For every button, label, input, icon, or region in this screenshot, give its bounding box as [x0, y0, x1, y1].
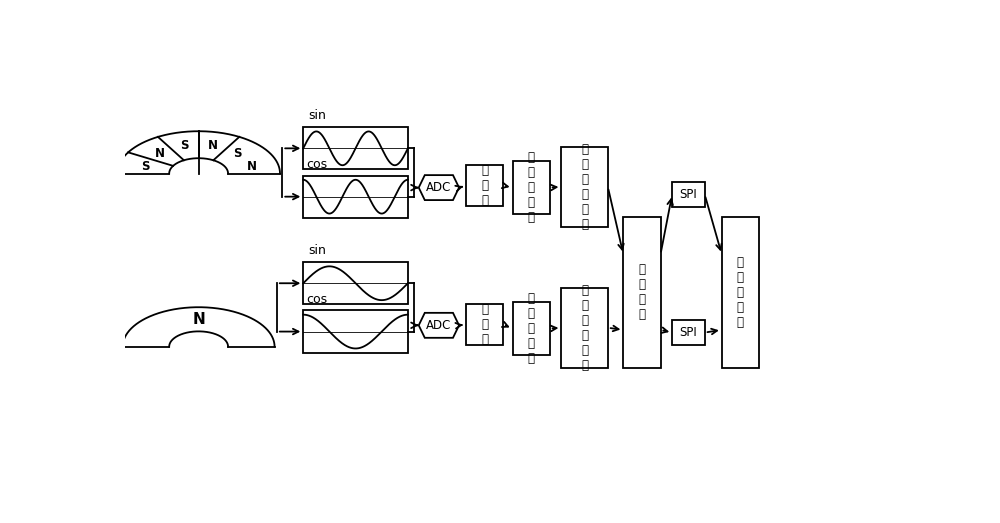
- Bar: [303, 262, 408, 304]
- Text: S: S: [180, 139, 189, 152]
- Text: sin: sin: [308, 244, 326, 257]
- Text: 滤
波
器: 滤 波 器: [481, 303, 488, 346]
- Text: SPI: SPI: [680, 188, 697, 201]
- Bar: [466, 165, 503, 206]
- Text: ADC: ADC: [426, 319, 452, 332]
- Text: cos: cos: [307, 158, 328, 170]
- Bar: [722, 217, 759, 368]
- Bar: [672, 183, 705, 207]
- Bar: [512, 302, 550, 355]
- Bar: [303, 311, 408, 353]
- Bar: [512, 162, 550, 214]
- Text: 滤
波
器: 滤 波 器: [481, 164, 488, 207]
- Bar: [672, 321, 705, 345]
- Text: N: N: [154, 146, 164, 160]
- Text: 反
正
切
计
算: 反 正 切 计 算: [528, 151, 535, 224]
- Bar: [561, 147, 608, 226]
- Text: S: S: [141, 160, 149, 173]
- Text: 虚
拟
角
度
补
偿: 虚 拟 角 度 补 偿: [581, 143, 588, 231]
- Bar: [623, 217, 661, 368]
- Polygon shape: [419, 313, 459, 338]
- Text: 反
正
切
计
算: 反 正 切 计 算: [528, 292, 535, 365]
- Text: N: N: [208, 139, 218, 152]
- Bar: [303, 176, 408, 218]
- Bar: [561, 288, 608, 368]
- Polygon shape: [419, 175, 459, 200]
- Text: ADC: ADC: [426, 181, 452, 194]
- Text: cos: cos: [307, 292, 328, 305]
- Text: N: N: [247, 160, 257, 173]
- Text: 虚
拟
角
度
补
偿: 虚 拟 角 度 补 偿: [581, 284, 588, 372]
- Text: N: N: [192, 312, 205, 327]
- Text: 角
度
细
分: 角 度 细 分: [638, 263, 645, 321]
- Text: S: S: [234, 146, 242, 160]
- Text: sin: sin: [308, 109, 326, 122]
- Text: SPI: SPI: [680, 326, 697, 339]
- Text: 伺
服
控
制
器: 伺 服 控 制 器: [737, 256, 744, 328]
- Bar: [303, 127, 408, 169]
- Bar: [466, 304, 503, 345]
